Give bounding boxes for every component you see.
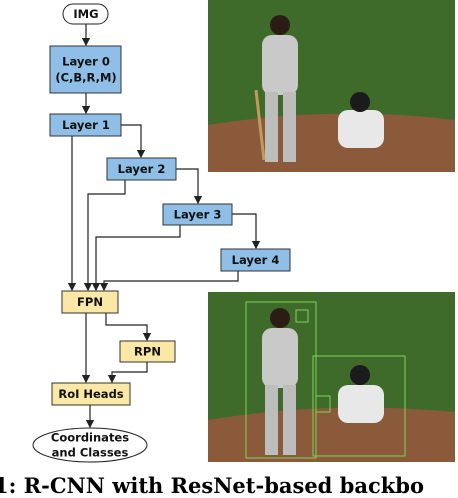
node-layer: Layer 2: [106, 157, 177, 181]
node-layer: Layer 3: [162, 203, 233, 226]
node-label: IMG: [73, 7, 98, 21]
node-roi: RoI Heads: [51, 382, 131, 406]
arrows: [67, 24, 261, 429]
node-label: and Classes: [52, 446, 129, 460]
caption: 1: R-CNN with ResNet-based backbo: [0, 473, 424, 498]
node-label: Layer 0: [62, 55, 110, 69]
node-img: IMG: [62, 3, 109, 25]
node-label: (C,B,R,M): [55, 71, 116, 85]
node-label: RPN: [134, 345, 161, 359]
node-label: Layer 2: [118, 162, 166, 176]
node-fpn: FPN: [61, 290, 119, 314]
node-label: Coordinates: [51, 431, 129, 445]
node-label: Layer 1: [62, 118, 110, 132]
node-rpn: RPN: [119, 340, 176, 363]
node-label: FPN: [77, 295, 103, 309]
node-label: Layer 4: [232, 253, 280, 267]
node-label: RoI Heads: [58, 387, 123, 401]
node-layer: Layer 0 (C,B,R,M): [49, 45, 122, 94]
photo-output: [208, 292, 455, 462]
node-layer: Layer 4: [220, 248, 291, 272]
node-layer: Layer 1: [49, 113, 122, 137]
photo-input: [208, 0, 455, 172]
node-label: Layer 3: [174, 208, 222, 222]
